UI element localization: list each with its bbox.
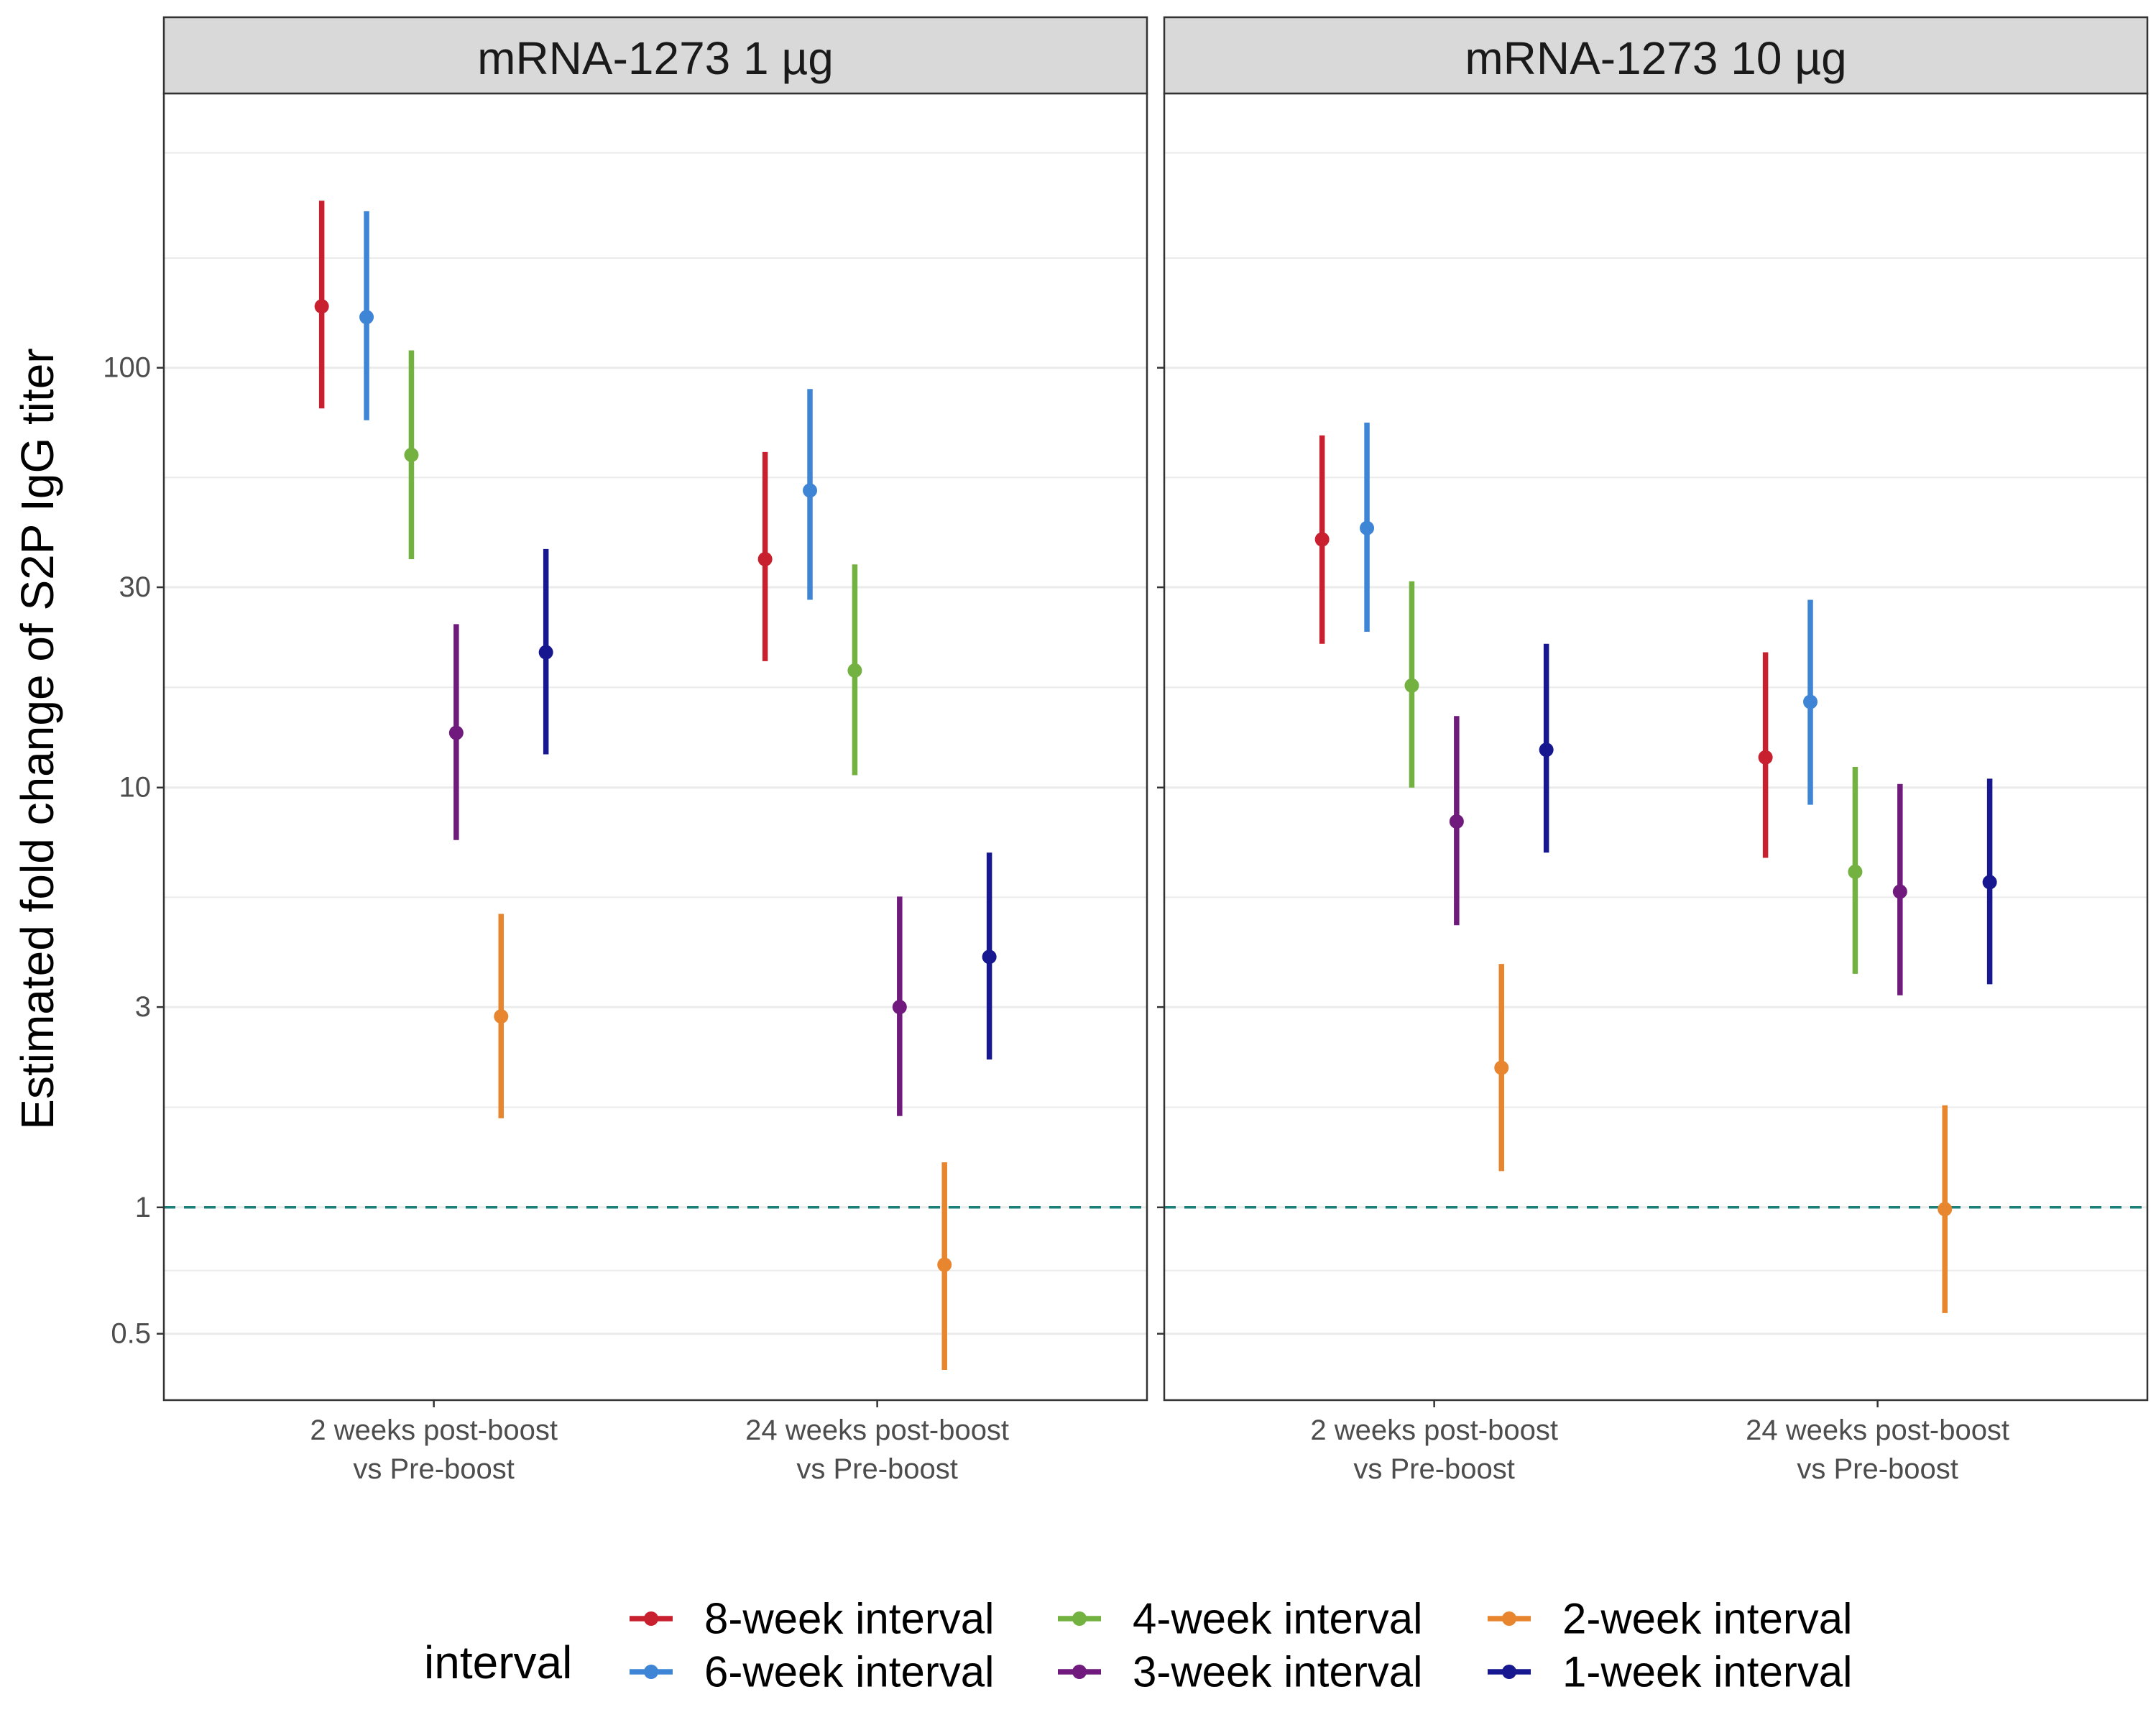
y-tick-label: 10	[119, 772, 152, 804]
estimate-point	[1539, 742, 1554, 758]
point-range-4-week-interval	[404, 350, 419, 559]
legend-label: 3-week interval	[1133, 1648, 1423, 1696]
estimate-point	[803, 483, 818, 498]
point-range-6-week-interval	[359, 211, 374, 420]
y-axis-title: Estimated fold change of S2P IgG titer	[11, 348, 63, 1129]
estimate-point	[314, 299, 329, 314]
estimate-point	[404, 447, 419, 462]
estimate-point	[1848, 864, 1863, 879]
estimate-point	[1314, 532, 1330, 547]
point-range-2-week-interval	[1938, 1105, 1953, 1313]
legend-item: 2-week interval	[1488, 1595, 1853, 1643]
x-tick-label: 2 weeks post-boost	[1310, 1414, 1558, 1446]
y-tick-label: 3	[135, 991, 151, 1023]
estimate-point	[448, 725, 464, 740]
point-range-1-week-interval	[982, 852, 997, 1060]
legend-item: 8-week interval	[630, 1595, 995, 1643]
point-range-8-week-interval	[757, 451, 773, 661]
point-range-3-week-interval	[892, 896, 907, 1116]
estimate-point	[757, 551, 773, 566]
legend-key-point	[1502, 1665, 1516, 1679]
legend-label: 1-week interval	[1562, 1648, 1853, 1696]
panel-1: mRNA-1273 1 µg 0.5 1 3 10 30 100 2 weeks post-b…	[103, 16, 1148, 1485]
y-tick-label: 1	[135, 1192, 151, 1223]
legend-key-point	[1072, 1665, 1087, 1679]
estimate-point	[1449, 814, 1464, 829]
panel-2: mRNA-1273 10 µg 2 weeks post-boost vs Pre-…	[1157, 16, 2149, 1485]
y-tick-label: 0.5	[111, 1318, 151, 1350]
y-tick-label: 30	[119, 571, 152, 603]
point-range-6-week-interval	[1803, 599, 1818, 805]
x-tick-label: vs Pre-boost	[353, 1453, 515, 1485]
point-range-6-week-interval	[803, 389, 818, 600]
x-tick-label: 24 weeks post-boost	[1746, 1414, 2009, 1446]
point-range-2-week-interval	[494, 914, 509, 1118]
estimate-point	[1494, 1060, 1509, 1075]
estimate-point	[937, 1257, 952, 1272]
panel-strip	[162, 16, 1148, 95]
legend-key-point	[1502, 1611, 1516, 1626]
legend-title: interval	[424, 1637, 572, 1688]
legend-label: 8-week interval	[704, 1595, 995, 1643]
legend-item: 6-week interval	[630, 1648, 995, 1696]
x-tick-label: vs Pre-boost	[796, 1453, 958, 1485]
point-range-4-week-interval	[847, 564, 862, 776]
legend-key-point	[644, 1665, 658, 1679]
point-range-6-week-interval	[1360, 423, 1375, 632]
estimate-point	[494, 1009, 509, 1024]
legend-label: 4-week interval	[1133, 1595, 1423, 1643]
panels: mRNA-1273 1 µg 0.5 1 3 10 30 100 2 weeks post-b…	[103, 16, 2149, 1485]
estimate-point	[1938, 1202, 1953, 1217]
point-range-1-week-interval	[1539, 643, 1554, 853]
x-tick-label: 2 weeks post-boost	[310, 1414, 558, 1446]
legend: interval 8-week interval 6-week interval 4…	[424, 1595, 1853, 1696]
legend-key-point	[644, 1611, 658, 1626]
estimate-point	[982, 949, 997, 965]
legend-item: 1-week interval	[1488, 1648, 1853, 1696]
legend-item: 3-week interval	[1058, 1648, 1423, 1696]
point-range-8-week-interval	[314, 201, 329, 409]
point-range-2-week-interval	[937, 1162, 952, 1370]
point-range-3-week-interval	[1449, 716, 1464, 926]
point-range-2-week-interval	[1494, 964, 1509, 1172]
estimate-point	[1758, 750, 1773, 765]
estimate-point	[1982, 875, 1997, 890]
point-range-1-week-interval	[538, 548, 553, 755]
point-range-3-week-interval	[1892, 783, 1907, 995]
estimate-point	[538, 645, 553, 660]
panel-strip	[1163, 16, 2149, 95]
point-range-8-week-interval	[1314, 435, 1330, 644]
legend-label: 2-week interval	[1562, 1595, 1853, 1643]
estimate-point	[1803, 694, 1818, 709]
estimate-point	[847, 663, 862, 678]
legend-item: 4-week interval	[1058, 1595, 1423, 1643]
x-tick-label: 24 weeks post-boost	[745, 1414, 1009, 1446]
estimate-point	[1360, 520, 1375, 535]
point-range-3-week-interval	[448, 624, 464, 840]
x-tick-label: vs Pre-boost	[1353, 1453, 1515, 1485]
estimate-point	[1404, 678, 1419, 693]
panel-title: mRNA-1273 10 µg	[1465, 32, 1846, 84]
panel-title: mRNA-1273 1 µg	[477, 32, 834, 84]
estimate-point	[1892, 884, 1907, 899]
point-range-8-week-interval	[1758, 652, 1773, 858]
x-tick-label: vs Pre-boost	[1797, 1453, 1958, 1485]
point-range-4-week-interval	[1404, 581, 1419, 788]
legend-key-point	[1072, 1611, 1087, 1626]
estimate-point	[359, 310, 374, 325]
legend-label: 6-week interval	[704, 1648, 995, 1696]
y-tick-label: 100	[103, 352, 151, 384]
point-range-1-week-interval	[1982, 778, 1997, 985]
estimate-point	[892, 1000, 907, 1015]
point-range-4-week-interval	[1848, 766, 1863, 974]
